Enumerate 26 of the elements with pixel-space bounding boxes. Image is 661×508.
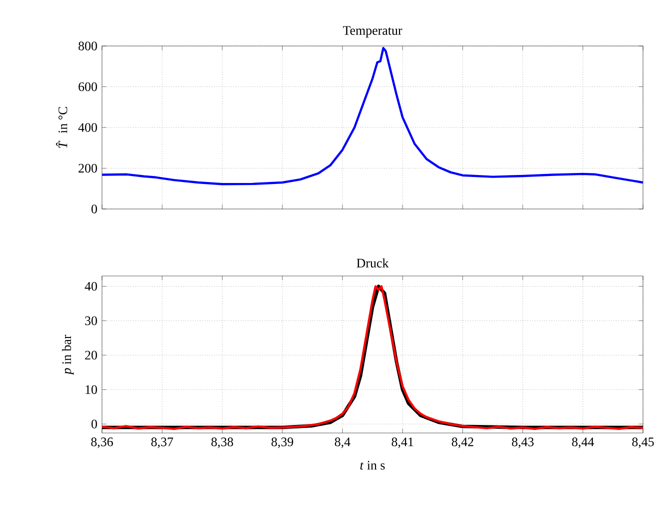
- line-series: [102, 46, 644, 186]
- y-tick-label: 400: [78, 123, 97, 132]
- x-tick-label: 8,44: [572, 438, 594, 448]
- x-tick-label: 8,4: [334, 438, 350, 448]
- chart-title: Druck: [356, 258, 389, 268]
- x-tick-label: 8,43: [512, 438, 534, 448]
- x-tick-label: 8,36: [91, 438, 113, 448]
- y-tick-label: 30: [85, 316, 97, 326]
- x-tick-label: 8,38: [211, 438, 234, 448]
- x-tick-label: 8,45: [632, 438, 654, 448]
- y-tick-label: 40: [84, 282, 97, 291]
- y-axis-title: p in bar: [62, 334, 74, 376]
- chart-title: Temperatur: [342, 26, 402, 38]
- y-tick-label: 800: [78, 42, 97, 50]
- y-tick-label: 10: [86, 385, 97, 394]
- y-tick-label: 20: [85, 350, 97, 360]
- y-tick-label: 600: [78, 82, 97, 92]
- y-axis-title: T̂ in °C: [56, 107, 68, 148]
- y-tick-label: 0: [92, 204, 97, 214]
- x-tick-label: 8,39: [272, 438, 294, 448]
- x-tick-label: 8,41: [392, 438, 414, 448]
- y-tick-label: 0: [92, 420, 97, 428]
- y-tick-label: 200: [78, 164, 97, 173]
- x-tick-label: 8,42: [452, 438, 474, 448]
- x-tick-label: 8,37: [151, 438, 174, 448]
- x-axis-title: t in s: [360, 460, 385, 470]
